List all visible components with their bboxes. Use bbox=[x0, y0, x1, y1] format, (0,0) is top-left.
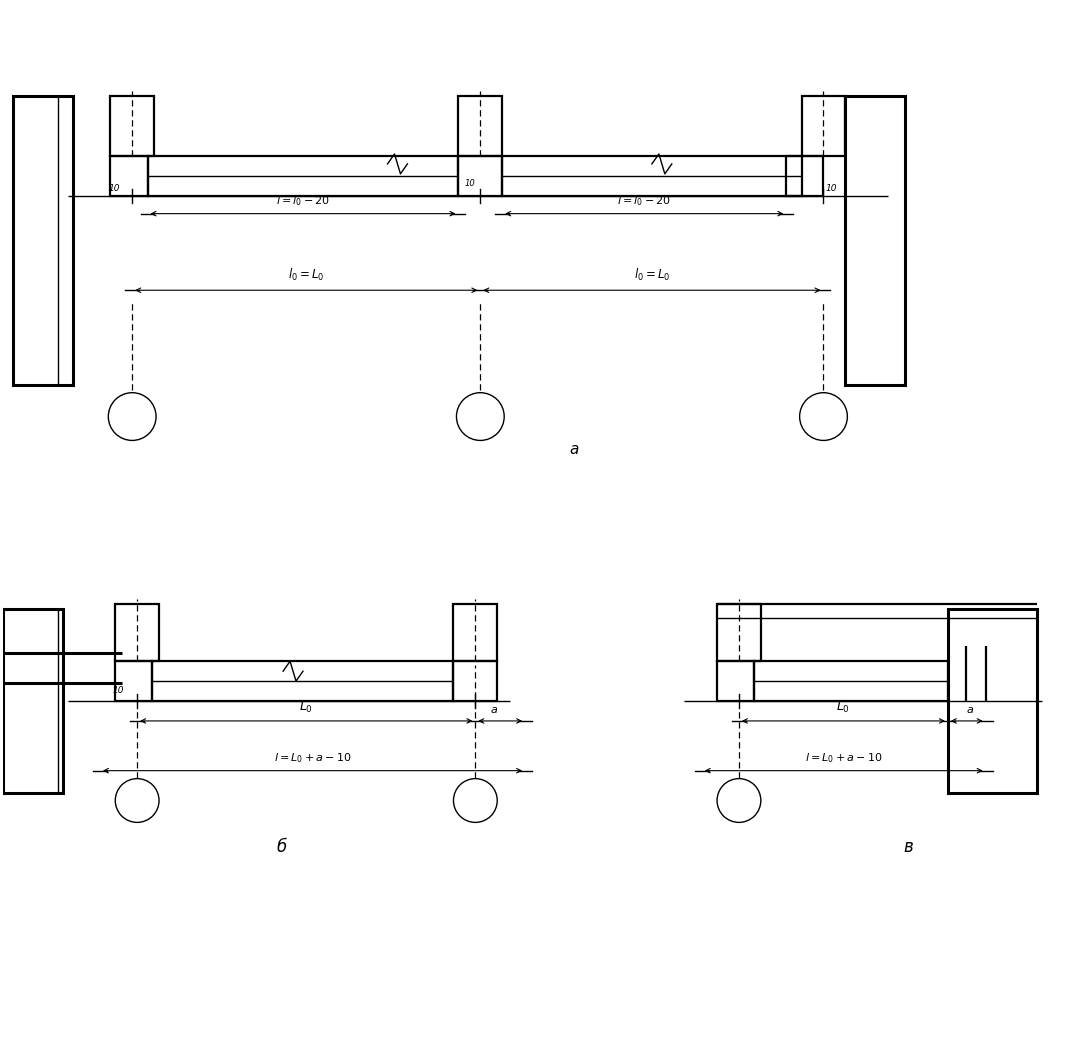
Bar bbox=[111, 96, 154, 156]
Bar bbox=[502, 156, 801, 195]
Text: a: a bbox=[966, 705, 973, 715]
Bar bbox=[153, 661, 453, 701]
Text: $L_0$: $L_0$ bbox=[299, 699, 313, 715]
Text: б: б bbox=[276, 838, 286, 856]
Bar bbox=[13, 96, 73, 385]
Bar bbox=[786, 156, 824, 195]
Text: 10: 10 bbox=[113, 686, 125, 695]
Text: $l = L_0 + a - 10$: $l = L_0 + a - 10$ bbox=[273, 751, 351, 764]
Text: a: a bbox=[491, 705, 498, 715]
Bar bbox=[459, 96, 502, 156]
Bar bbox=[453, 603, 498, 661]
Text: $L_0$: $L_0$ bbox=[837, 699, 850, 715]
Bar bbox=[846, 96, 905, 385]
Bar bbox=[754, 661, 947, 701]
Bar bbox=[111, 156, 147, 195]
Text: $l = L_0 + a - 10$: $l = L_0 + a - 10$ bbox=[804, 751, 882, 764]
Bar bbox=[717, 661, 754, 701]
Bar bbox=[947, 609, 1037, 792]
Bar bbox=[115, 661, 153, 701]
Bar bbox=[459, 156, 502, 195]
Text: a: a bbox=[570, 443, 579, 457]
Bar bbox=[115, 603, 159, 661]
Bar bbox=[801, 96, 846, 156]
Bar bbox=[717, 603, 761, 661]
Text: $l = l_0 - 20$: $l = l_0 - 20$ bbox=[276, 194, 330, 208]
Bar bbox=[453, 661, 498, 701]
Bar bbox=[3, 609, 63, 792]
Text: в: в bbox=[903, 838, 913, 856]
Text: 10: 10 bbox=[826, 184, 837, 193]
Bar bbox=[147, 156, 459, 195]
Text: 10: 10 bbox=[108, 184, 120, 193]
Text: 10: 10 bbox=[465, 179, 476, 188]
Text: $l = l_0 - 20$: $l = l_0 - 20$ bbox=[617, 194, 671, 208]
Text: $l_0 = L_0$: $l_0 = L_0$ bbox=[288, 267, 324, 283]
Text: $l_0 = L_0$: $l_0 = L_0$ bbox=[634, 267, 670, 283]
